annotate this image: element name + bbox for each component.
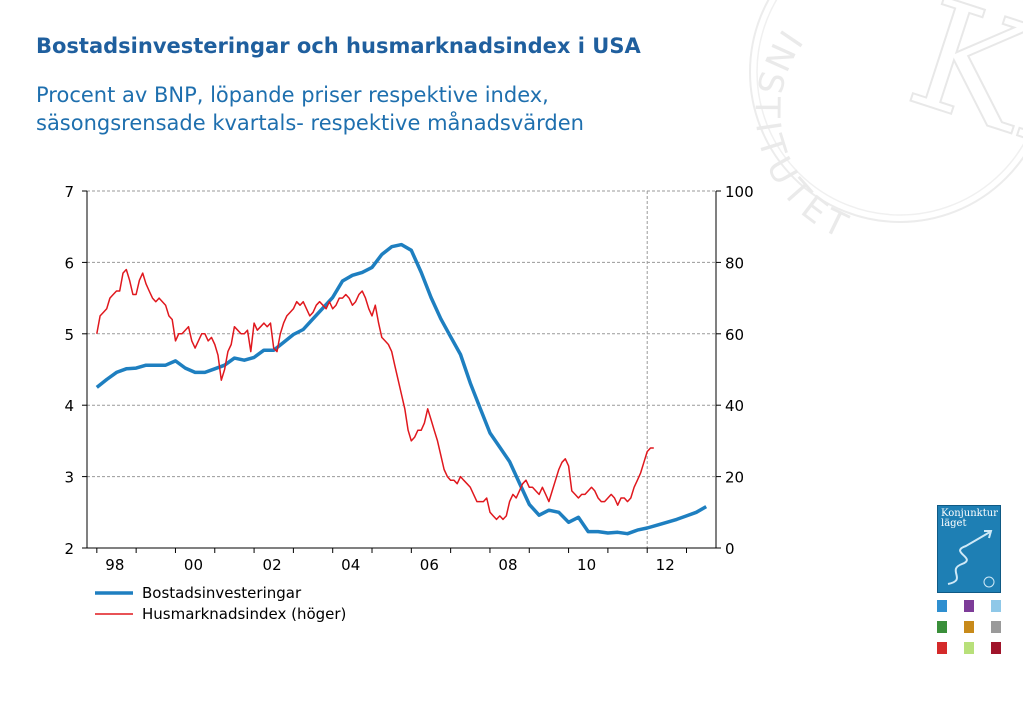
x-tick-label: 08: [498, 556, 517, 574]
report-thumbnail[interactable]: [991, 642, 1001, 654]
subtitle-line-2: säsongsrensade kvartals- respektive måna…: [36, 111, 584, 135]
report-thumbnail[interactable]: [964, 621, 974, 633]
report-cover-thumbnail[interactable]: Konjunktur läget: [937, 505, 1001, 593]
legend-item-house: Husmarknadsindex (höger): [95, 603, 346, 624]
y-left-tick-label: 3: [64, 469, 74, 487]
report-cover-title: Konjunktur läget: [941, 509, 999, 529]
report-thumbnail[interactable]: [964, 600, 974, 612]
subtitle-line-1: Procent av BNP, löpande priser respektiv…: [36, 83, 549, 107]
legend-swatch-house: [95, 612, 133, 615]
x-tick-label: 00: [184, 556, 203, 574]
y-left-tick-label: 2: [64, 540, 74, 558]
report-cover-swirl-icon: [947, 530, 995, 588]
chart-legend: Bostadsinvesteringar Husmarknadsindex (h…: [95, 582, 346, 624]
y-right-tick-label: 80: [725, 254, 744, 272]
x-tick-label: 04: [341, 556, 360, 574]
report-cover-title-line-1: Konjunktur: [941, 508, 998, 519]
y-right-tick-label: 40: [725, 397, 744, 415]
x-tick-label: 10: [577, 556, 596, 574]
legend-label-house: Husmarknadsindex (höger): [142, 604, 347, 623]
report-thumbnail[interactable]: [964, 642, 974, 654]
report-thumbnail[interactable]: [937, 642, 947, 654]
institute-watermark: KI INSTITUTET: [740, 0, 1023, 264]
grid-layer: [87, 190, 716, 548]
y-right-tick-label: 60: [725, 326, 744, 344]
report-cover-title-line-2: läget: [941, 518, 967, 529]
legend-swatch-invest: [95, 590, 133, 595]
series-line-bostadsinvesteringar: [95, 242, 708, 536]
report-thumbnail[interactable]: [937, 600, 947, 612]
x-tick-label: 06: [420, 556, 439, 574]
institute-seal-icon: KI INSTITUTET: [747, 0, 1023, 249]
y-right-tick-label: 0: [725, 540, 735, 558]
x-tick-label: 12: [656, 556, 675, 574]
x-tick-label: 98: [105, 556, 124, 574]
y-right-tick-label: 20: [725, 469, 744, 487]
chart-subtitle: Procent av BNP, löpande priser respektiv…: [36, 81, 716, 137]
chart-title: Bostadsinvesteringar och husmarknadsinde…: [36, 34, 641, 58]
y-left-tick-label: 5: [64, 326, 74, 344]
report-thumbnail[interactable]: [937, 621, 947, 633]
series-line-husmarknadsindex: [96, 268, 654, 521]
legend-item-invest: Bostadsinvesteringar: [95, 582, 346, 603]
axis-layer: 2 3 4 5 6 7 0 20 40 60 80 100 98 00 02 04 06 08 10 12: [64, 183, 753, 574]
x-tick-label: 02: [263, 556, 282, 574]
series-layer: [95, 242, 708, 536]
report-thumbnail[interactable]: [991, 600, 1001, 612]
legend-label-invest: Bostadsinvesteringar: [142, 583, 302, 602]
y-right-tick-label: 100: [725, 183, 754, 201]
y-left-tick-label: 4: [64, 397, 74, 415]
y-left-tick-label: 6: [64, 254, 74, 272]
y-left-tick-label: 7: [64, 183, 74, 201]
report-thumbnail[interactable]: [991, 621, 1001, 633]
